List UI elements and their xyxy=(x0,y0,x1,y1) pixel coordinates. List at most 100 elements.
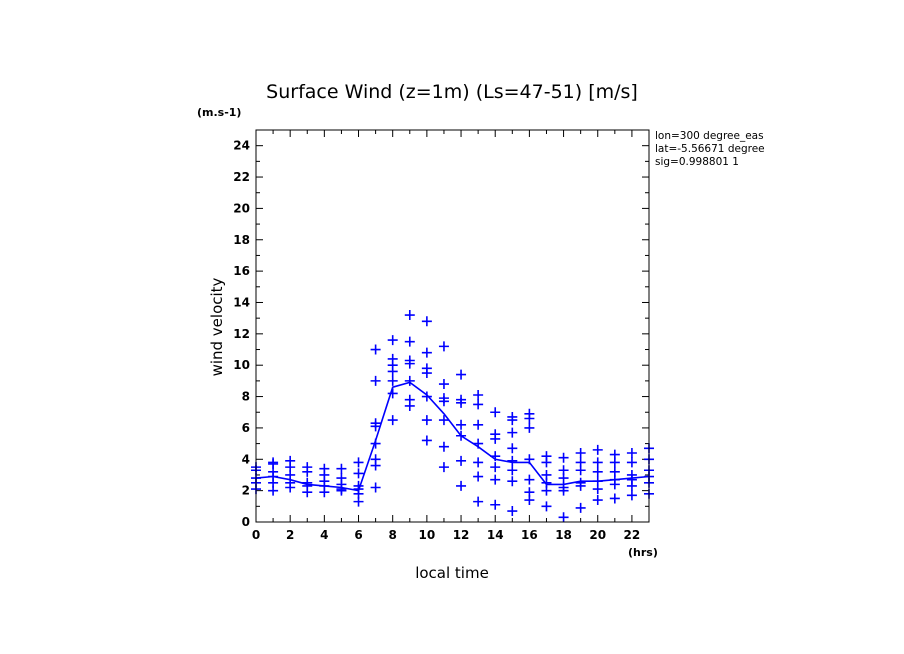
wind-sample-point xyxy=(575,502,586,513)
x-tick-label: 6 xyxy=(354,528,362,542)
wind-sample-point xyxy=(370,344,381,355)
wind-sample-point xyxy=(473,389,484,400)
y-tick-label: 8 xyxy=(242,390,250,404)
wind-sample-point xyxy=(421,316,432,327)
wind-sample-point xyxy=(370,482,381,493)
y-tick-label: 2 xyxy=(242,484,250,498)
x-tick-label: 18 xyxy=(555,528,572,542)
wind-sample-point xyxy=(336,463,347,474)
wind-sample-point xyxy=(268,485,279,496)
wind-sample-point xyxy=(558,485,569,496)
wind-sample-point xyxy=(575,480,586,491)
wind-sample-point xyxy=(626,480,637,491)
x-tick-label: 16 xyxy=(521,528,538,542)
wind-sample-point xyxy=(558,512,569,523)
wind-sample-point xyxy=(473,457,484,468)
wind-sample-point xyxy=(285,482,296,493)
wind-sample-point xyxy=(473,471,484,482)
x-tick-label: 4 xyxy=(320,528,328,542)
wind-sample-point xyxy=(302,487,313,498)
plot-frame xyxy=(255,129,650,523)
wind-sample-point xyxy=(592,466,603,477)
wind-sample-point xyxy=(370,375,381,386)
wind-sample-point xyxy=(421,368,432,379)
wind-sample-point xyxy=(387,375,398,386)
y-axis-unit: (m.s-1) xyxy=(197,106,241,119)
wind-sample-point xyxy=(456,455,467,466)
wind-sample-point xyxy=(558,473,569,484)
info-line-0: lon=300 degree_eas xyxy=(655,130,764,142)
y-tick-label: 12 xyxy=(233,327,250,341)
wind-sample-point xyxy=(404,400,415,411)
x-axis-label: local time xyxy=(415,564,489,582)
wind-sample-point xyxy=(456,480,467,491)
wind-sample-point xyxy=(592,495,603,506)
wind-sample-point xyxy=(626,448,637,459)
x-tick-label: 22 xyxy=(624,528,641,542)
wind-sample-point xyxy=(575,448,586,459)
wind-sample-point xyxy=(524,495,535,506)
wind-sample-point xyxy=(336,485,347,496)
wind-sample-point xyxy=(353,457,364,468)
x-tick-label: 20 xyxy=(589,528,606,542)
wind-sample-point xyxy=(353,496,364,507)
wind-sample-point xyxy=(473,419,484,430)
mean-wind-line xyxy=(255,381,650,492)
wind-sample-point xyxy=(438,396,449,407)
wind-sample-point xyxy=(473,496,484,507)
wind-sample-point xyxy=(438,341,449,352)
wind-sample-point xyxy=(387,335,398,346)
wind-sample-point xyxy=(524,422,535,433)
x-tick-label: 12 xyxy=(453,528,470,542)
wind-sample-point xyxy=(438,415,449,426)
wind-sample-point xyxy=(609,479,620,490)
wind-sample-point xyxy=(507,415,518,426)
wind-sample-point xyxy=(524,413,535,424)
wind-sample-point xyxy=(370,460,381,471)
wind-sample-point xyxy=(490,407,501,418)
plot-marks xyxy=(251,310,654,523)
wind-sample-point xyxy=(319,487,330,498)
wind-sample-point xyxy=(507,465,518,476)
wind-sample-point xyxy=(370,438,381,449)
wind-sample-point xyxy=(490,474,501,485)
wind-sample-point xyxy=(490,499,501,510)
x-tick-label: 2 xyxy=(286,528,294,542)
y-tick-label: 18 xyxy=(233,233,250,247)
wind-sample-point xyxy=(302,466,313,477)
y-tick-label: 20 xyxy=(233,201,250,215)
wind-sample-point xyxy=(456,397,467,408)
wind-sample-point xyxy=(524,454,535,465)
x-tick-label: 14 xyxy=(487,528,504,542)
wind-sample-point xyxy=(456,419,467,430)
x-tick-label: 8 xyxy=(389,528,397,542)
y-axis-label: wind velocity xyxy=(208,277,226,376)
wind-sample-point xyxy=(473,399,484,410)
wind-sample-point xyxy=(456,430,467,441)
wind-sample-point xyxy=(387,366,398,377)
wind-sample-point xyxy=(438,462,449,473)
wind-sample-point xyxy=(541,501,552,512)
wind-sample-point xyxy=(404,336,415,347)
wind-sample-point xyxy=(609,493,620,504)
wind-sample-point xyxy=(438,379,449,390)
wind-sample-point xyxy=(592,444,603,455)
wind-sample-point xyxy=(490,462,501,473)
wind-sample-point xyxy=(387,388,398,399)
y-tick-label: 6 xyxy=(242,421,250,435)
y-tick-label: 16 xyxy=(233,264,250,278)
wind-sample-point xyxy=(473,438,484,449)
wind-sample-point xyxy=(421,347,432,358)
wind-sample-point xyxy=(353,468,364,479)
wind-sample-point xyxy=(490,451,501,462)
wind-sample-point xyxy=(370,421,381,432)
x-axis-unit: (hrs) xyxy=(628,546,658,559)
wind-sample-point xyxy=(524,474,535,485)
wind-sample-point xyxy=(507,427,518,438)
wind-sample-point xyxy=(490,433,501,444)
wind-sample-point xyxy=(626,490,637,501)
info-line-2: sig=0.998801 1 xyxy=(655,156,739,168)
